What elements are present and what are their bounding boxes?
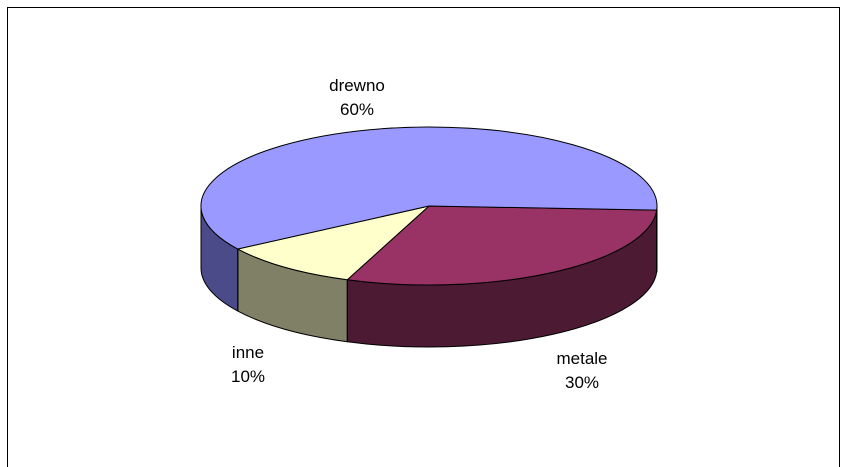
label-drewno-percent: 60% (315, 98, 399, 122)
label-inne-name: inne (206, 341, 290, 365)
label-metale-percent: 30% (540, 371, 624, 395)
label-inne: inne 10% (206, 341, 290, 389)
label-metale: metale 30% (540, 347, 624, 395)
label-metale-name: metale (540, 347, 624, 371)
label-inne-percent: 10% (206, 365, 290, 389)
label-drewno: drewno 60% (315, 74, 399, 122)
label-drewno-name: drewno (315, 74, 399, 98)
pie-chart (0, 0, 842, 457)
